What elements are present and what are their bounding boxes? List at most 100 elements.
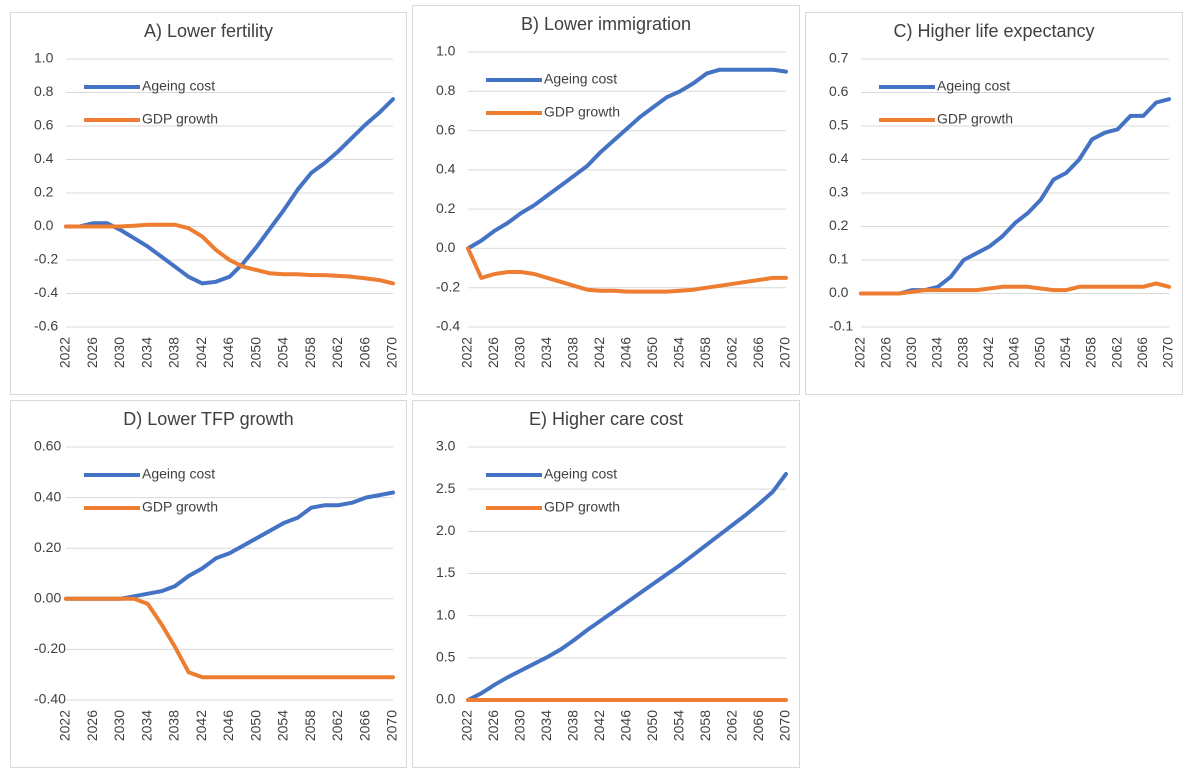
x-tick-label: 2062 [724, 337, 740, 368]
chart-panel: D) Lower TFP growth -0.40 -0.20 0.00 0.20 0.4… [10, 400, 407, 768]
x-tick-label: 2022 [57, 337, 73, 368]
y-tick-label: 0.7 [829, 50, 849, 66]
y-tick-label: 2.5 [436, 480, 456, 496]
panel-border [412, 400, 800, 768]
x-tick-label: 2054 [275, 710, 291, 741]
chart-panel: C) Higher life expectancy -0.1 0.0 0.1 0.2 0.… [805, 12, 1183, 395]
x-tick-label: 2026 [877, 337, 893, 368]
y-tick-label: 0.2 [34, 184, 54, 200]
x-tick-label: 2030 [512, 710, 528, 741]
legend-label: Ageing cost [544, 71, 617, 87]
x-tick-label: 2062 [329, 337, 345, 368]
x-tick-label: 2030 [111, 337, 127, 368]
data-line [859, 281, 1171, 296]
x-tick-label: 2066 [750, 710, 766, 741]
panel-border [412, 5, 800, 395]
x-tick-label: 2054 [671, 337, 687, 368]
data-line [466, 246, 788, 294]
x-tick-label: 2054 [671, 710, 687, 741]
legend-label: GDP growth [937, 111, 1013, 127]
panel-border [10, 12, 407, 395]
x-tick-label: 2026 [84, 337, 100, 368]
y-tick-label: 2.0 [436, 522, 456, 538]
x-tick-label: 2046 [618, 337, 634, 368]
x-tick-label: 2058 [697, 710, 713, 741]
x-tick-label: 2022 [459, 710, 475, 741]
data-line [64, 222, 395, 286]
chart-title: E) Higher care cost [529, 409, 683, 429]
x-tick-label: 2066 [356, 337, 372, 368]
y-tick-label: 0.6 [436, 121, 456, 137]
legend-label: Ageing cost [142, 466, 215, 482]
legend-label: GDP growth [142, 111, 218, 127]
x-tick-label: 2070 [777, 710, 793, 741]
chart-panel: E) Higher care cost 0.0 0.5 1.0 1.5 2.0 2.5 3.0… [412, 400, 800, 768]
y-tick-label: 0.0 [436, 691, 456, 707]
y-tick-label: 0.4 [829, 150, 849, 166]
y-tick-label: 0.5 [829, 117, 849, 133]
x-tick-label: 2070 [1160, 337, 1176, 368]
x-tick-label: 2050 [644, 337, 660, 368]
y-tick-label: 0.20 [34, 539, 61, 555]
x-tick-label: 2054 [275, 337, 291, 368]
chart-title: D) Lower TFP growth [123, 409, 293, 429]
y-tick-label: 0.6 [34, 117, 54, 133]
y-tick-label: 0.8 [436, 82, 456, 98]
x-tick-label: 2038 [565, 710, 581, 741]
x-tick-label: 2042 [591, 710, 607, 741]
x-tick-label: 2066 [750, 337, 766, 368]
panel-border [805, 12, 1183, 395]
y-tick-label: -0.2 [34, 251, 58, 267]
x-tick-label: 2022 [57, 710, 73, 741]
x-tick-label: 2034 [138, 337, 154, 368]
x-tick-label: 2050 [1031, 337, 1047, 368]
x-tick-label: 2038 [166, 710, 182, 741]
y-tick-label: -0.1 [829, 318, 853, 334]
x-tick-label: 2046 [220, 337, 236, 368]
x-tick-label: 2058 [302, 710, 318, 741]
x-tick-label: 2038 [565, 337, 581, 368]
x-tick-label: 2034 [538, 710, 554, 741]
y-tick-label: 0.8 [34, 83, 54, 99]
x-tick-label: 2050 [247, 337, 263, 368]
x-tick-label: 2034 [538, 337, 554, 368]
chart-panel: B) Lower immigration -0.4 -0.2 0.0 0.2 0.4 0.6… [412, 5, 800, 395]
y-tick-label: 0.2 [436, 200, 456, 216]
y-tick-label: 0.6 [829, 83, 849, 99]
x-tick-label: 2038 [954, 337, 970, 368]
y-tick-label: 1.0 [436, 43, 456, 59]
x-tick-label: 2026 [485, 337, 501, 368]
x-tick-label: 2038 [166, 337, 182, 368]
y-tick-label: 0.3 [829, 184, 849, 200]
chart-title: B) Lower immigration [521, 14, 691, 34]
data-line [466, 67, 788, 251]
x-tick-label: 2042 [591, 337, 607, 368]
y-tick-label: 0.0 [34, 217, 54, 233]
legend-label: GDP growth [142, 499, 218, 515]
x-tick-label: 2022 [459, 337, 475, 368]
panel-border [10, 400, 407, 768]
y-tick-label: 3.0 [436, 438, 456, 454]
x-tick-label: 2042 [193, 710, 209, 741]
chart-title: A) Lower fertility [144, 21, 273, 41]
y-tick-label: 0.4 [34, 150, 54, 166]
x-tick-label: 2030 [512, 337, 528, 368]
x-tick-label: 2026 [485, 710, 501, 741]
y-tick-label: 0.5 [436, 649, 456, 665]
x-tick-label: 2030 [903, 337, 919, 368]
x-tick-label: 2062 [724, 710, 740, 741]
x-tick-label: 2046 [1006, 337, 1022, 368]
y-tick-label: 0.0 [829, 284, 849, 300]
x-tick-label: 2046 [220, 710, 236, 741]
y-tick-label: 0.40 [34, 488, 61, 504]
legend-label: Ageing cost [544, 466, 617, 482]
x-tick-label: 2062 [1108, 337, 1124, 368]
y-tick-label: 1.0 [34, 50, 54, 66]
x-tick-label: 2034 [929, 337, 945, 368]
y-tick-label: 0.4 [436, 161, 456, 177]
legend-label: Ageing cost [937, 78, 1010, 94]
x-tick-label: 2050 [247, 710, 263, 741]
y-tick-label: 1.5 [436, 564, 456, 580]
x-tick-label: 2022 [852, 337, 868, 368]
